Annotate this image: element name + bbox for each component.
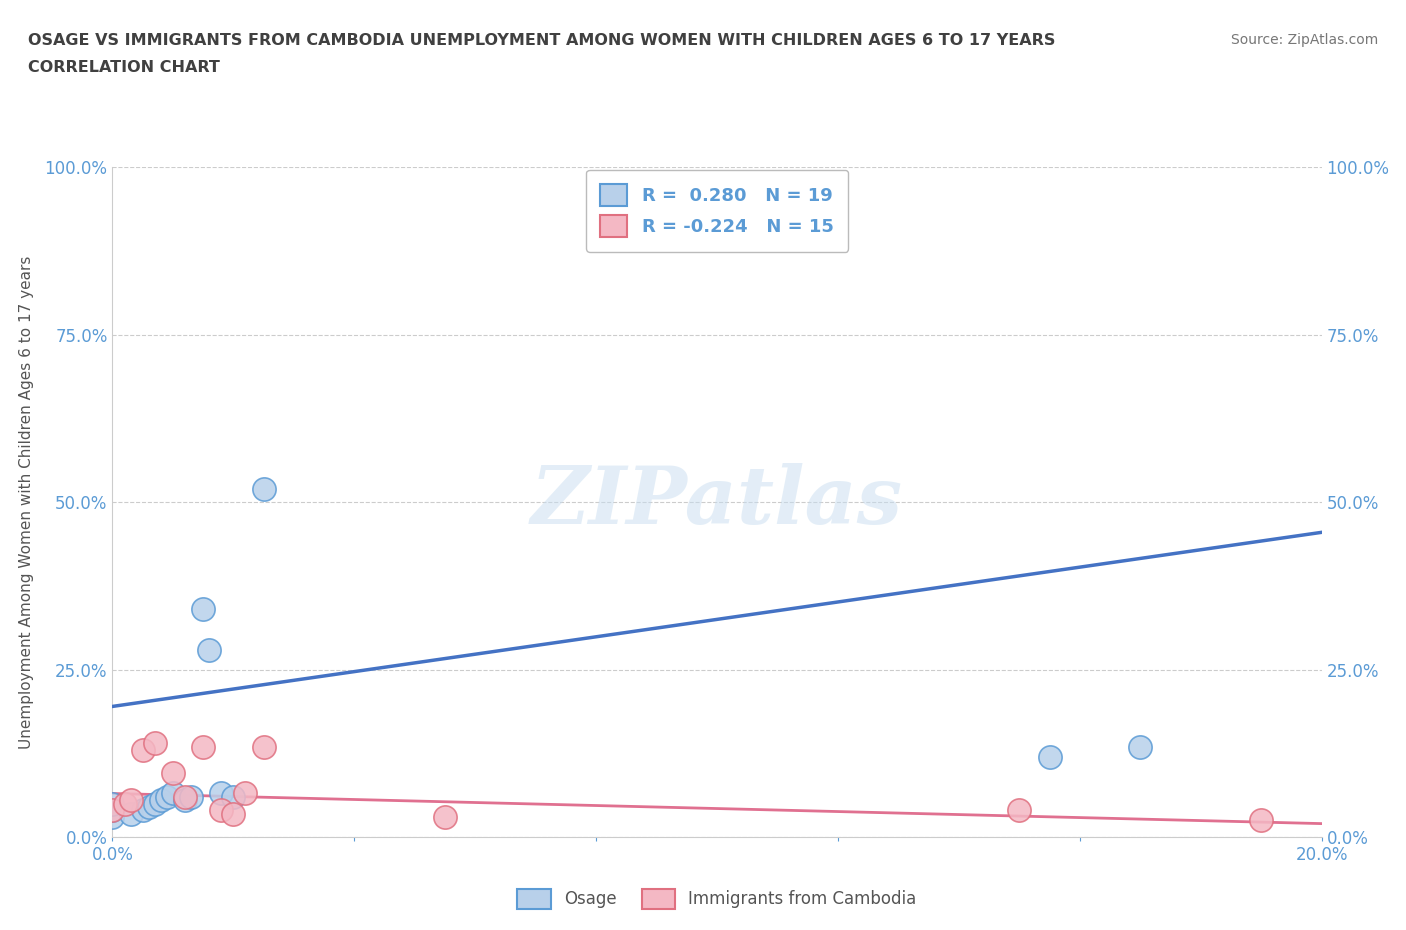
Point bbox=[101, 803, 124, 817]
Point bbox=[1008, 803, 1031, 817]
Point bbox=[235, 786, 257, 801]
Point bbox=[253, 739, 276, 754]
Point bbox=[433, 809, 456, 824]
Point bbox=[120, 806, 142, 821]
Point bbox=[143, 796, 166, 811]
Point bbox=[174, 790, 197, 804]
Point bbox=[114, 796, 136, 811]
Point bbox=[143, 736, 166, 751]
Point bbox=[101, 809, 124, 824]
Text: ZIPatlas: ZIPatlas bbox=[531, 463, 903, 541]
Point bbox=[138, 800, 160, 815]
Point bbox=[191, 602, 214, 617]
Point bbox=[1129, 739, 1152, 754]
Point bbox=[162, 766, 184, 781]
Text: Source: ZipAtlas.com: Source: ZipAtlas.com bbox=[1230, 33, 1378, 46]
Text: CORRELATION CHART: CORRELATION CHART bbox=[28, 60, 219, 75]
Y-axis label: Unemployment Among Women with Children Ages 6 to 17 years: Unemployment Among Women with Children A… bbox=[18, 256, 34, 749]
Point bbox=[222, 806, 245, 821]
Point bbox=[209, 803, 232, 817]
Text: OSAGE VS IMMIGRANTS FROM CAMBODIA UNEMPLOYMENT AMONG WOMEN WITH CHILDREN AGES 6 : OSAGE VS IMMIGRANTS FROM CAMBODIA UNEMPL… bbox=[28, 33, 1056, 47]
Point bbox=[174, 792, 197, 807]
Point bbox=[101, 803, 124, 817]
Point bbox=[132, 803, 155, 817]
Point bbox=[1250, 813, 1272, 828]
Point bbox=[120, 792, 142, 807]
Point bbox=[149, 792, 172, 807]
Point bbox=[101, 796, 124, 811]
Point bbox=[1038, 750, 1062, 764]
Point bbox=[253, 482, 276, 497]
Point bbox=[162, 786, 184, 801]
Legend: Osage, Immigrants from Cambodia: Osage, Immigrants from Cambodia bbox=[510, 882, 924, 916]
Point bbox=[222, 790, 245, 804]
Point bbox=[180, 790, 202, 804]
Point bbox=[156, 790, 179, 804]
Point bbox=[132, 742, 155, 757]
Point bbox=[198, 642, 221, 657]
Point bbox=[191, 739, 214, 754]
Point bbox=[209, 786, 232, 801]
